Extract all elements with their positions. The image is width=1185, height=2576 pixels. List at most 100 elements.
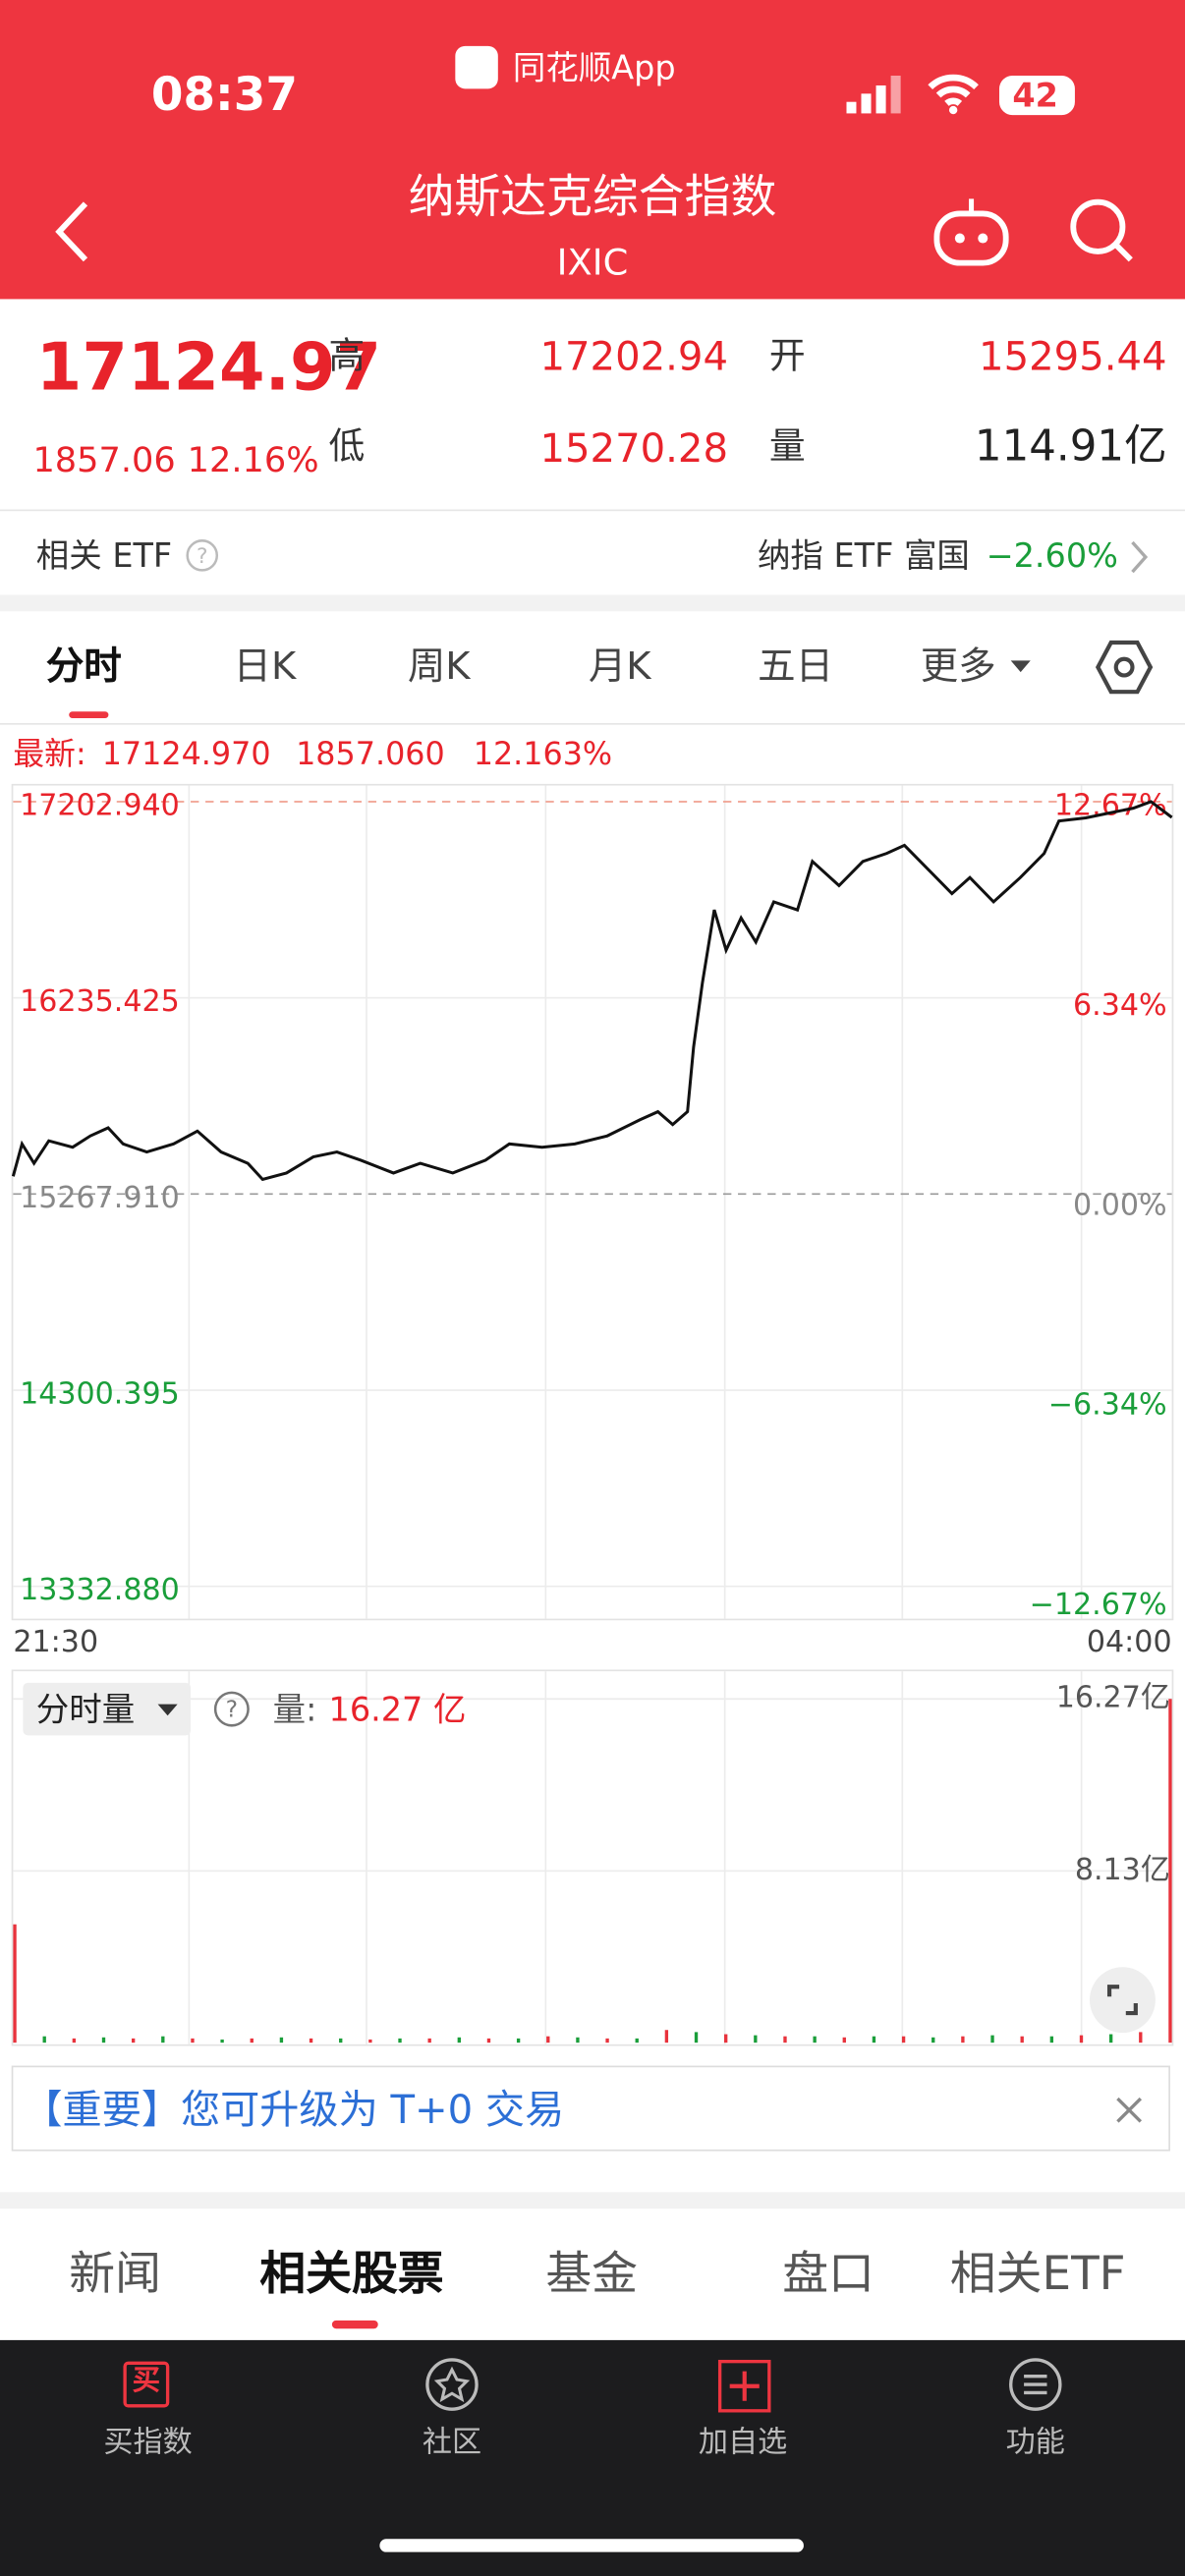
home-indicator — [379, 2539, 804, 2552]
latest-change-pct: 12.163% — [473, 736, 613, 773]
y-tick-label: 16.27亿 — [1056, 1681, 1170, 1715]
volume-bar — [754, 2035, 758, 2044]
expand-button[interactable] — [1088, 1966, 1157, 2035]
volume-bar — [783, 2036, 787, 2044]
volume-bar — [576, 2037, 580, 2044]
open-value: 15295.44 — [979, 333, 1167, 380]
volume-chart-frame — [11, 1669, 1174, 2046]
tab-indicator — [69, 711, 109, 718]
nav-icon[interactable] — [123, 2361, 170, 2408]
open-label: 开 — [768, 336, 806, 378]
price-chart-frame — [11, 783, 1174, 1621]
volume-info-label: 量: — [272, 1689, 317, 1729]
etf-name[interactable]: 纳指 ETF 富国 — [757, 535, 970, 576]
latest-price: 17124.970 — [101, 736, 271, 773]
volume-bar — [901, 2036, 906, 2044]
volume-bar — [486, 2038, 491, 2044]
y2-tick-label: 0.00% — [1073, 1188, 1167, 1222]
divider — [0, 509, 1185, 512]
chevron — [1131, 540, 1149, 574]
time-grid — [188, 785, 1083, 2044]
y-tick-label: 8.13亿 — [1075, 1853, 1170, 1887]
tab-indicator — [331, 2320, 378, 2329]
volume-bar — [1139, 2032, 1143, 2044]
content-tab[interactable]: 基金 — [545, 2246, 639, 2301]
section-gap — [0, 2192, 1185, 2210]
content-tab[interactable]: 相关股票 — [259, 2246, 444, 2301]
volume-bar — [961, 2036, 965, 2044]
volume-bar — [1079, 2035, 1084, 2044]
notice-text: 您可升级为 T+0 交易 — [180, 2087, 565, 2134]
period-tab[interactable]: 日K — [233, 645, 297, 689]
header-bar — [0, 0, 1185, 300]
nav-icon[interactable] — [716, 2358, 772, 2414]
volume-bar — [842, 2037, 846, 2044]
volume-bar — [279, 2037, 284, 2044]
volume-info-value: 16.27 亿 — [328, 1689, 467, 1729]
battery — [998, 75, 1075, 116]
nav-label[interactable]: 功能 — [1005, 2425, 1065, 2461]
y2-tick-label: 6.34% — [1073, 988, 1167, 1023]
settings-button[interactable] — [1095, 638, 1154, 697]
volume-bar — [1168, 1699, 1172, 2044]
volume-bar — [813, 2036, 817, 2044]
high-value: 17202.94 — [539, 333, 728, 380]
volume-bar — [427, 2038, 431, 2044]
robot-button[interactable] — [931, 194, 1013, 269]
index-code: IXIC — [556, 243, 629, 285]
y-tick-label: 13332.880 — [20, 1573, 180, 1607]
notice-tag: 【重要】 — [23, 2087, 181, 2134]
app-name: 同花顺App — [512, 47, 676, 87]
volume-bar — [131, 2038, 136, 2044]
wifi-icon — [928, 74, 979, 115]
etf-label: 相关 ETF — [35, 535, 173, 576]
nav-label[interactable]: 买指数 — [103, 2425, 193, 2461]
volume-bar — [724, 2034, 728, 2044]
content-tab[interactable]: 相关ETF — [949, 2246, 1126, 2301]
help-icon[interactable]: ? — [212, 1690, 252, 1729]
volume-bar — [72, 2038, 77, 2044]
nav-icon-text: 买 — [132, 2364, 161, 2398]
nav-icon[interactable] — [423, 2355, 481, 2414]
dropdown-arrow — [157, 1704, 178, 1716]
volume-bar — [546, 2036, 550, 2044]
volume-bar — [1020, 2036, 1024, 2044]
volume-bar — [516, 2038, 521, 2044]
period-tab[interactable]: 更多 — [920, 645, 996, 689]
volume-selector-label[interactable]: 分时量 — [35, 1689, 136, 1729]
nav-label[interactable]: 社区 — [422, 2425, 482, 2461]
y-tick-label: 16235.425 — [20, 984, 180, 1019]
content-tab[interactable]: 盘口 — [782, 2246, 875, 2301]
x-tick-label: 04:00 — [1087, 1625, 1172, 1659]
period-tab[interactable]: 五日 — [758, 645, 834, 689]
volume-bar — [1049, 2036, 1054, 2044]
volume-bar — [605, 2038, 609, 2044]
back-button[interactable] — [49, 197, 98, 266]
notice-box[interactable] — [11, 2065, 1170, 2152]
svg-text:?: ? — [197, 544, 208, 569]
volume-bar — [13, 1924, 17, 2044]
content-tab[interactable]: 新闻 — [69, 2246, 161, 2301]
nav-label[interactable]: 加自选 — [698, 2425, 788, 2461]
period-tab[interactable]: 周K — [407, 645, 471, 689]
page-title: 纳斯达克综合指数 — [408, 169, 777, 224]
svg-text:?: ? — [226, 1696, 238, 1723]
high-label: 高 — [328, 336, 366, 378]
volume-bar — [250, 2038, 254, 2044]
y-tick-label: 14300.395 — [20, 1377, 180, 1412]
nav-icon[interactable] — [1006, 2355, 1065, 2414]
period-tab[interactable]: 分时 — [45, 645, 122, 689]
volume-bar — [220, 2039, 224, 2044]
volume-bar — [694, 2032, 699, 2044]
help-icon[interactable]: ? — [184, 537, 220, 574]
price-change: 1857.06 — [32, 440, 176, 480]
signal-icon — [846, 75, 901, 114]
search-button[interactable] — [1065, 194, 1138, 266]
latest-change: 1857.060 — [296, 736, 445, 773]
volume-bar — [368, 2039, 372, 2044]
battery-level: 42 — [1012, 75, 1058, 116]
close-button[interactable] — [1112, 2094, 1145, 2126]
period-tab[interactable]: 月K — [588, 645, 651, 689]
